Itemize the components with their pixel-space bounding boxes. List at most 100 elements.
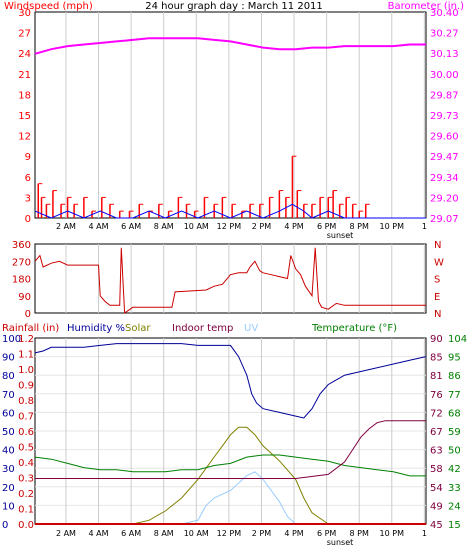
compass-tick: N (434, 309, 441, 320)
indoor-tick: 85 (430, 353, 443, 364)
rainfall-tick: 0.8 (18, 396, 34, 407)
indoor-tick: 54 (430, 483, 443, 494)
solar-line (35, 426, 426, 525)
rainfall-tick: 0.5 (18, 443, 34, 454)
direction-tick: 90 (18, 292, 31, 303)
humidity-tick: 60 (2, 408, 15, 419)
windspeed-tick: 15 (18, 111, 31, 122)
temperature-tick: 77 (448, 390, 461, 401)
barometer-tick: 29.87 (430, 90, 459, 101)
direction-tick: 270 (12, 257, 31, 268)
temperature-tick: 86 (448, 371, 461, 382)
direction-tick: 0 (25, 309, 31, 320)
time-label: 2 AM (56, 529, 76, 538)
windspeed-bars (37, 155, 370, 218)
indoor-temp-legend: Indoor temp (172, 323, 233, 334)
rainfall-legend: Rainfall (in) (2, 323, 59, 334)
time-label: 8 AM (154, 529, 174, 538)
panel3-gridlines (35, 338, 426, 524)
time-label: 12 PM (217, 529, 242, 538)
rainfall-tick: 0.1 (18, 505, 34, 516)
time-label: 1 (422, 222, 427, 231)
compass-tick: E (434, 292, 440, 303)
temperature-legend: Temperature (°F) (311, 323, 397, 334)
temperature-tick: 50 (448, 446, 461, 457)
windspeed-tick: 18 (18, 90, 31, 101)
barometer-line (34, 37, 426, 55)
compass-tick: W (434, 257, 444, 268)
windspeed-tick: 24 (18, 49, 31, 60)
time-label: 6 PM (317, 529, 336, 538)
humidity-tick: 40 (2, 446, 15, 457)
time-label: 1 (422, 529, 427, 538)
barometer-tick: 29.73 (430, 111, 459, 122)
indoor-tick: 45 (430, 520, 443, 531)
humidity-tick: 80 (2, 371, 15, 382)
barometer-tick: 30.27 (430, 29, 459, 40)
humidity-tick: 10 (2, 501, 15, 512)
graph-title: 24 hour graph day : March 11 2011 (145, 1, 323, 12)
barometer-tick: 29.60 (430, 132, 459, 143)
rainfall-tick: 1.1 (18, 350, 34, 361)
indoor-temp-tick-labels: 90 85 81 76 72 67 63 58 54 49 45 (430, 334, 443, 531)
time-label: 8 PM (350, 529, 369, 538)
barometer-tick-labels: 30.40 30.27 30.13 30.00 29.87 29.73 29.60 29.47… (430, 8, 459, 225)
time-label: 6 AM (121, 529, 141, 538)
indoor-tick: 49 (430, 501, 443, 512)
compass-tick: S (434, 275, 440, 286)
windspeed-tick: 21 (18, 70, 31, 81)
uv-legend: UV (244, 323, 258, 334)
rainfall-tick: 0.9 (18, 381, 34, 392)
gust-line (34, 203, 426, 219)
indoor-tick: 63 (430, 446, 443, 457)
compass-tick: N (434, 240, 441, 251)
humidity-tick: 30 (2, 464, 15, 475)
wind-barometer-panel: Windspeed (mph) 24 hour graph day : Marc… (4, 1, 464, 240)
time-label: 2 PM (252, 222, 271, 231)
barometer-tick: 29.47 (430, 152, 459, 163)
temperature-tick: 42 (448, 464, 461, 475)
rainfall-tick: 0.4 (18, 458, 34, 469)
humidity-tick: 20 (2, 483, 15, 494)
windspeed-tick: 27 (18, 29, 31, 40)
humidity-tick: 70 (2, 390, 15, 401)
time-label: 2 PM (252, 529, 271, 538)
indoor-tick: 67 (430, 427, 443, 438)
rainfall-tick: 0.2 (18, 489, 34, 500)
temperature-tick: 104 (448, 334, 467, 345)
humidity-tick: 100 (2, 334, 21, 345)
direction-tick: 360 (12, 240, 31, 251)
temperature-tick: 24 (448, 501, 461, 512)
time-label: 12 PM (217, 222, 242, 231)
barometer-tick: 29.34 (430, 173, 459, 184)
rainfall-tick: 0.7 (18, 412, 34, 423)
time-label: 8 PM (350, 222, 369, 231)
barometer-tick: 30.40 (430, 8, 459, 19)
temperature-tick: 59 (448, 427, 461, 438)
rainfall-tick: 0.0 (18, 520, 34, 531)
temperature-tick-labels: 104 95 86 77 68 59 50 42 33 24 15 (448, 334, 467, 531)
humidity-temperature-panel: Rainfall (in) Humidity % Solar Indoor te… (2, 323, 467, 547)
direction-tick: 180 (12, 275, 31, 286)
windspeed-axis-title: Windspeed (mph) (4, 1, 93, 12)
direction-degree-labels: 360 270 180 90 0 (12, 240, 31, 320)
panel2-gridlines (65, 244, 425, 313)
rainfall-tick: 0.3 (18, 474, 34, 485)
humidity-tick: 0 (2, 520, 8, 531)
time-label: 10 PM (380, 529, 405, 538)
windspeed-tick: 3 (25, 193, 31, 204)
barometer-tick: 29.20 (430, 193, 459, 204)
rainfall-tick: 1.0 (18, 365, 34, 376)
windspeed-tick: 12 (18, 132, 31, 143)
time-label: 8 AM (154, 222, 174, 231)
time-label: 10 PM (380, 222, 405, 231)
time-label: 6 PM (317, 222, 336, 231)
indoor-tick: 72 (430, 408, 443, 419)
barometer-axis-title: Barometer (in.) (388, 1, 464, 12)
barometer-tick: 30.00 (430, 70, 459, 81)
rainfall-tick: 0.6 (18, 427, 34, 438)
